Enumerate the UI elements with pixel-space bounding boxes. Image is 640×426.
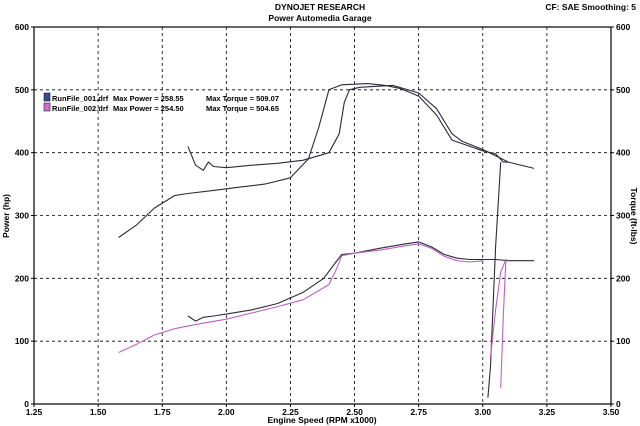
y-axis-right-ticks: 0 100 200 300 400 500 600: [611, 22, 630, 409]
chart-title: DYNOJET RESEARCH: [275, 2, 365, 12]
x-tick-label: 3.00: [475, 407, 492, 417]
y-tick-label-right: 300: [616, 211, 630, 221]
x-tick-label: 3.25: [539, 407, 556, 417]
y-tick-label-right: 100: [616, 336, 630, 346]
y-axis-right-label: Torque (ft-lbs): [629, 188, 639, 245]
legend-run2-max-power: Max Power = 254.50: [113, 104, 184, 113]
y-tick-label-left: 0: [24, 399, 29, 409]
legend-swatch-run2: [43, 102, 51, 112]
y-tick-label-left: 200: [15, 273, 29, 283]
y-tick-label-left: 600: [15, 22, 29, 32]
y-tick-label-right: 200: [616, 273, 630, 283]
x-tick-label: 1.50: [90, 407, 107, 417]
series-line-run2-power-dropout: [489, 258, 507, 389]
y-tick-label-left: 400: [15, 148, 29, 158]
legend-swatch-run1: [43, 92, 51, 102]
x-tick-label: 2.00: [218, 407, 235, 417]
y-tick-label-right: 0: [616, 399, 621, 409]
legend: RunFile_001.drf Max Power = 258.55 Max T…: [43, 92, 279, 113]
x-tick-label: 2.25: [282, 407, 299, 417]
x-tick-label: 1.75: [154, 407, 171, 417]
x-axis-label: Engine Speed (RPM x1000): [267, 415, 376, 425]
chart-subtitle: Power Automedia Garage: [268, 13, 371, 23]
y-tick-label-left: 100: [15, 336, 29, 346]
x-tick-label: 1.25: [26, 407, 43, 417]
x-tick-label: 2.75: [410, 407, 427, 417]
series-line-run1-torque-trace: [118, 83, 509, 238]
y-axis-left-label: Power (hp): [1, 194, 11, 238]
x-tick-label: 2.50: [346, 407, 363, 417]
grid: [34, 27, 611, 404]
legend-run1-max-torque: Max Torque = 509.07: [206, 94, 279, 103]
y-tick-label-left: 300: [15, 211, 29, 221]
y-tick-label-right: 400: [616, 148, 630, 158]
series-line-run2-power: [118, 243, 483, 354]
y-tick-label-right: 600: [616, 22, 630, 32]
legend-run2-max-torque: Max Torque = 504.65: [206, 104, 279, 113]
y-tick-label-left: 500: [15, 85, 29, 95]
x-tick-label: 3.50: [603, 407, 620, 417]
legend-run1-max-power: Max Power = 258.55: [113, 94, 184, 103]
settings-label: CF: SAE Smoothing: 5: [545, 2, 636, 12]
series-line-run1-torque: [187, 84, 535, 171]
series-line-run1-power-dropout: [487, 162, 502, 398]
x-axis-ticks: 1.25 1.50 1.75 2.00 2.25 2.50 2.75 3.00 3.25 3.50: [26, 404, 620, 417]
legend-run2-file: RunFile_002.drf: [52, 104, 109, 113]
y-axis-left-ticks: 0 100 200 300 400 500 600: [15, 22, 34, 409]
series-layer: [118, 83, 535, 398]
legend-run1-file: RunFile_001.drf: [52, 94, 109, 103]
y-tick-label-right: 500: [616, 85, 630, 95]
